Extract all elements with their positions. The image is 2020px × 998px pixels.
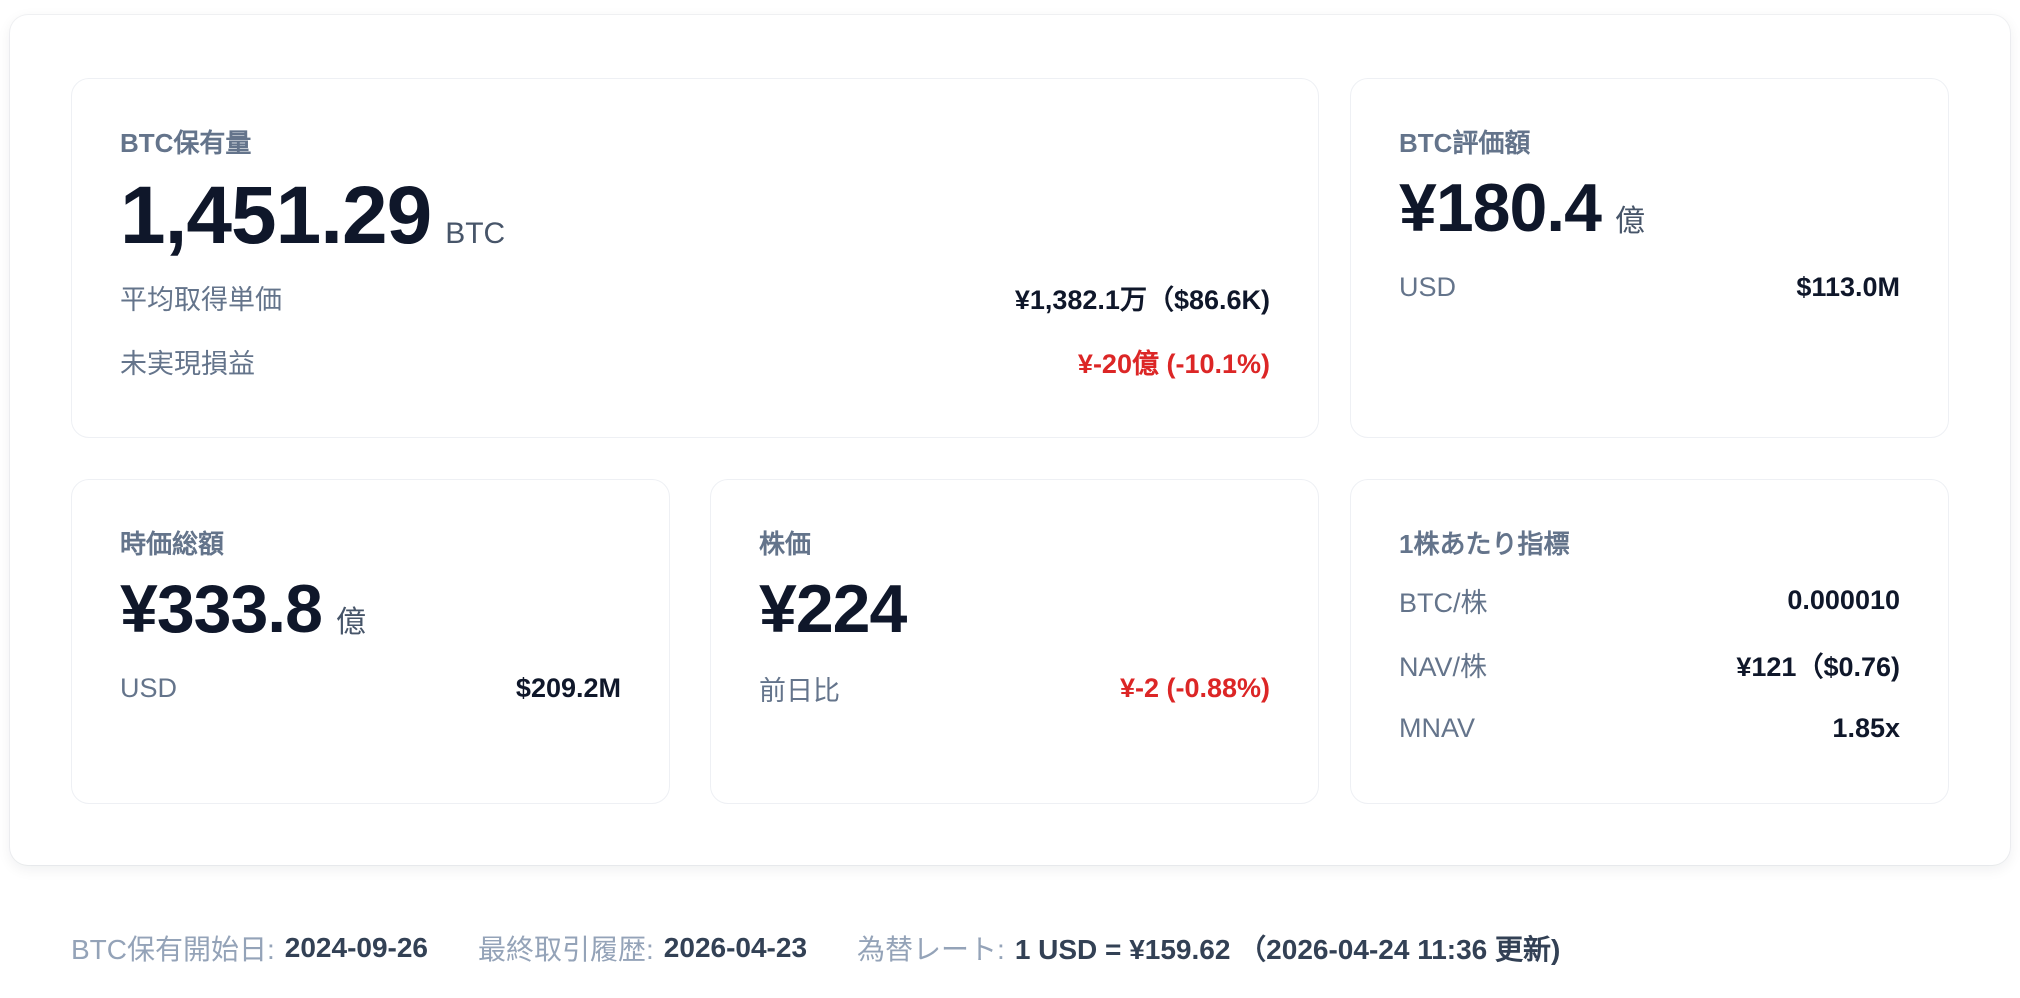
row-value: $209.2M [515,672,621,703]
row-value: $113.0M [1796,271,1900,302]
unit: 億 [1614,205,1645,238]
unit: 億 [335,606,366,639]
summary-panel: BTC保有量 1,451.29 BTC 平均取得単価 ¥1,382.1万（$86.6… [10,15,2010,865]
last-trade-label: 最終取引履歴: [478,934,654,965]
card-title: BTC保有量 [120,128,252,158]
stock-price-card: 株価 ¥224 前日比 ¥-2 (-0.88%) [710,479,1319,804]
card-title: 株価 [759,529,812,559]
stock-price-value: ¥224 [759,571,907,647]
row-label: 未実現損益 [120,348,255,379]
row-label: 平均取得単価 [120,284,282,315]
day-change-row: 前日比 ¥-2 (-0.88%) [759,656,1270,720]
usd-row: USD $209.2M [120,656,621,720]
row-value: ¥-2 (-0.88%) [1119,672,1270,703]
row-value: ¥121（$0.76) [1736,651,1900,682]
row-label: USD [120,672,178,703]
row-value: ¥1,382.1万（$86.6K) [1014,284,1270,315]
usd-row: USD $113.0M [1399,255,1900,319]
footer-info: BTC保有開始日: 2024-09-26 最終取引履歴: 2026-04-23 … [71,928,1600,968]
btc-holdings-value: 1,451.29 [120,170,432,261]
mnav-row: MNAV 1.85x [1399,696,1900,760]
row-value: 0.000010 [1787,584,1900,615]
row-label: BTC/株 [1399,587,1488,618]
card-title: BTC評価額 [1399,128,1531,158]
last-trade-value: 2026-04-23 [663,932,808,963]
per-share-card: 1株あたり指標 BTC/株 0.000010 NAV/株 ¥121（$0.76) M… [1350,479,1949,804]
nav-per-share-row: NAV/株 ¥121（$0.76) [1399,632,1900,696]
row-label: MNAV [1399,712,1476,743]
row-label: NAV/株 [1399,651,1488,682]
btc-holdings-card: BTC保有量 1,451.29 BTC 平均取得単価 ¥1,382.1万（$86.6… [71,78,1319,438]
market-cap-value: ¥333.8 [120,571,323,647]
row-label: USD [1399,271,1457,302]
market-cap-card: 時価総額 ¥333.8 億 USD $209.2M [71,479,670,804]
start-date-label: BTC保有開始日: [71,934,275,965]
avg-cost-row: 平均取得単価 ¥1,382.1万（$86.6K) [120,265,1270,329]
btc-valuation-value: ¥180.4 [1399,170,1602,246]
card-title: 1株あたり指標 [1399,529,1570,559]
unrealized-pl-row: 未実現損益 ¥-20億 (-10.1%) [120,329,1270,393]
fx-rate-value: 1 USD = ¥159.62 （2026-04-24 11:36 更新) [1014,934,1561,965]
btc-per-share-row: BTC/株 0.000010 [1399,568,1900,632]
row-label: 前日比 [759,675,840,706]
unit: BTC [445,217,506,250]
btc-valuation-card: BTC評価額 ¥180.4 億 USD $113.0M [1350,78,1949,438]
row-value: 1.85x [1832,712,1900,743]
card-title: 時価総額 [120,529,225,559]
row-value: ¥-20億 (-10.1%) [1077,348,1270,379]
start-date-value: 2024-09-26 [284,932,429,963]
fx-rate-label: 為替レート: [857,934,1005,965]
